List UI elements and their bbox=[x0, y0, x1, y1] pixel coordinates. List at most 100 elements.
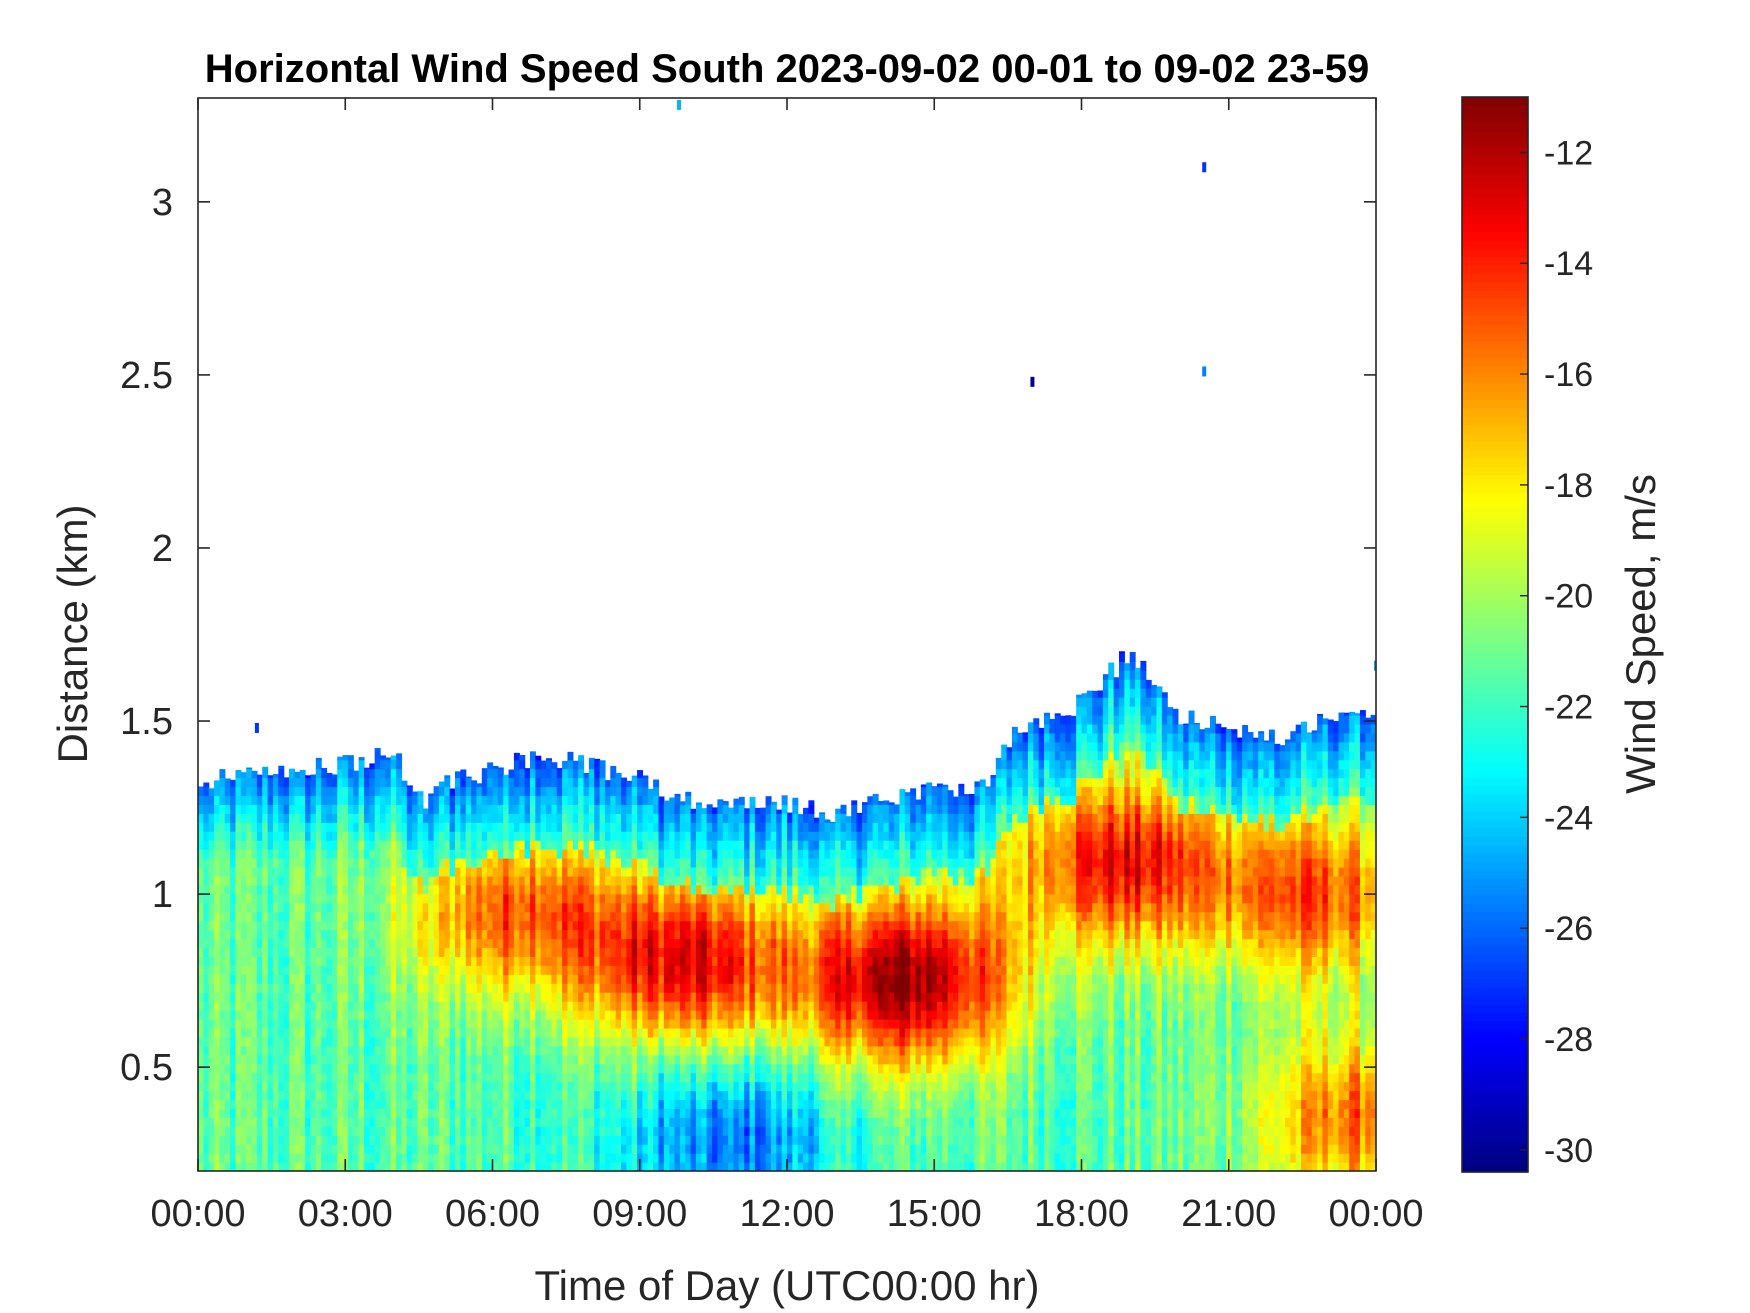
heatmap-cell bbox=[567, 1036, 574, 1047]
heatmap-cell bbox=[347, 1144, 354, 1154]
heatmap-cell bbox=[540, 1144, 547, 1154]
heatmap-cell bbox=[363, 983, 370, 993]
heatmap-cell bbox=[417, 858, 424, 868]
heatmap-cell bbox=[669, 797, 676, 805]
heatmap-cell bbox=[438, 1117, 445, 1127]
heatmap-cell bbox=[487, 983, 494, 993]
heatmap-cell bbox=[717, 804, 724, 814]
heatmap-cell bbox=[235, 786, 242, 797]
heatmap-cell bbox=[546, 974, 552, 984]
heatmap-cell bbox=[744, 1045, 751, 1056]
heatmap-cell bbox=[331, 858, 338, 868]
heatmap-cell bbox=[224, 902, 231, 913]
heatmap-cell bbox=[685, 911, 692, 922]
heatmap-cell bbox=[449, 1144, 456, 1154]
heatmap-cell bbox=[706, 938, 713, 949]
heatmap-cell bbox=[519, 1054, 526, 1065]
heatmap-cell bbox=[599, 1108, 606, 1118]
heatmap-cell bbox=[674, 1099, 681, 1110]
heatmap-cell bbox=[492, 1162, 499, 1171]
heatmap-cell bbox=[567, 1099, 574, 1110]
heatmap-cell bbox=[331, 1027, 338, 1038]
heatmap-cell bbox=[476, 1108, 483, 1118]
heatmap-cell bbox=[422, 983, 429, 993]
heatmap-cell bbox=[438, 866, 445, 877]
heatmap-cell bbox=[422, 1162, 429, 1171]
heatmap-cell bbox=[562, 1153, 569, 1163]
heatmap-cell bbox=[347, 1010, 354, 1020]
heatmap-cell bbox=[604, 1108, 611, 1118]
heatmap-cell bbox=[508, 1063, 515, 1074]
heatmap-cell bbox=[781, 1001, 788, 1011]
heatmap-cell bbox=[776, 902, 783, 913]
heatmap-cell bbox=[283, 983, 290, 993]
heatmap-cell bbox=[460, 822, 467, 832]
heatmap-cell bbox=[754, 831, 761, 841]
heatmap-cell bbox=[310, 866, 317, 877]
heatmap-cell bbox=[706, 1108, 713, 1118]
heatmap-cell bbox=[337, 956, 344, 966]
heatmap-cell bbox=[256, 983, 263, 993]
heatmap-cell bbox=[556, 1054, 563, 1065]
heatmap-cell bbox=[422, 1117, 429, 1127]
heatmap-cell bbox=[658, 938, 665, 949]
heatmap-cell bbox=[385, 831, 392, 841]
heatmap-cell bbox=[738, 866, 745, 877]
heatmap-cell bbox=[610, 1162, 617, 1171]
heatmap-cell bbox=[449, 983, 456, 993]
heatmap-cell bbox=[626, 956, 633, 966]
heatmap-cell bbox=[219, 1010, 226, 1020]
heatmap-cell bbox=[347, 777, 354, 788]
heatmap-cell bbox=[647, 920, 654, 931]
heatmap-cell bbox=[712, 1135, 718, 1145]
heatmap-cell bbox=[203, 893, 210, 904]
heatmap-cell bbox=[219, 974, 226, 984]
heatmap-cell bbox=[358, 1162, 365, 1171]
heatmap-cell bbox=[433, 1126, 440, 1136]
heatmap-cell bbox=[712, 1090, 718, 1101]
heatmap-cell bbox=[401, 795, 408, 805]
heatmap-cell bbox=[604, 822, 611, 832]
heatmap-cell bbox=[358, 858, 365, 868]
heatmap-cell bbox=[503, 983, 510, 993]
heatmap-cell bbox=[278, 804, 285, 814]
heatmap-cell bbox=[685, 1099, 692, 1110]
heatmap-cell bbox=[610, 1054, 617, 1065]
heatmap-cell bbox=[321, 1027, 328, 1038]
heatmap-cell bbox=[615, 813, 622, 823]
heatmap-cell bbox=[374, 1135, 381, 1145]
heatmap-cell bbox=[695, 1126, 702, 1136]
heatmap-cell bbox=[578, 965, 585, 975]
heatmap-cell bbox=[588, 831, 595, 841]
heatmap-cell bbox=[374, 875, 381, 886]
heatmap-cell bbox=[562, 777, 569, 788]
heatmap-cell bbox=[669, 858, 676, 868]
heatmap-cell bbox=[412, 1153, 419, 1163]
heatmap-cell bbox=[487, 1036, 494, 1047]
heatmap-cell bbox=[674, 1144, 681, 1154]
heatmap-cell bbox=[444, 956, 451, 966]
heatmap-cell bbox=[669, 822, 676, 832]
heatmap-cell bbox=[214, 902, 221, 913]
heatmap-cell bbox=[685, 1108, 692, 1118]
heatmap-cell bbox=[289, 956, 295, 966]
heatmap-cell bbox=[246, 893, 253, 904]
heatmap-cell bbox=[621, 1081, 627, 1092]
heatmap-cell bbox=[674, 974, 681, 984]
heatmap-cell bbox=[444, 1010, 451, 1020]
heatmap-cell bbox=[781, 795, 788, 797]
heatmap-cell bbox=[331, 1063, 338, 1074]
heatmap-cell bbox=[283, 1099, 290, 1110]
heatmap-cell bbox=[444, 804, 451, 814]
heatmap-cell bbox=[519, 911, 526, 922]
heatmap-cell bbox=[363, 974, 370, 984]
heatmap-cell bbox=[246, 831, 253, 841]
heatmap-cell bbox=[198, 965, 204, 975]
heatmap-cell bbox=[669, 965, 676, 975]
heatmap-cell bbox=[529, 813, 536, 823]
heatmap-cell bbox=[792, 902, 799, 913]
heatmap-cell bbox=[363, 849, 370, 859]
heatmap-cell bbox=[342, 920, 349, 931]
heatmap-cell bbox=[289, 893, 295, 904]
heatmap-cell bbox=[701, 929, 708, 940]
